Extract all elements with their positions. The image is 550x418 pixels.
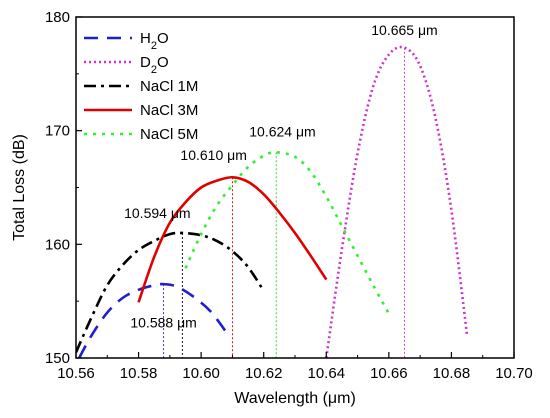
axis-ticks: 10.56 10.58 10.60 10.62 10.64 10.66 10.68 10.70… (45, 9, 533, 382)
y-tick-label: 180 (45, 9, 70, 26)
legend-label: NaCl 5M (140, 126, 198, 143)
peak-label: 10.624 μm (249, 123, 315, 139)
legend-label: H2O (140, 30, 169, 52)
x-tick-label: 10.66 (370, 365, 408, 382)
series-line-d2o (324, 45, 469, 358)
x-tick-label: 10.64 (308, 365, 346, 382)
plot-area (76, 45, 469, 358)
y-tick-label: 160 (45, 236, 70, 253)
x-tick-label: 10.70 (495, 365, 533, 382)
y-tick-label: 150 (45, 350, 70, 367)
peak-label: 10.594 μm (124, 205, 190, 221)
legend-label: NaCl 3M (140, 102, 198, 119)
x-axis-label: Wavelength (μm) (234, 390, 356, 407)
peak-label: 10.665 μm (371, 22, 437, 38)
x-tick-label: 10.68 (433, 365, 471, 382)
x-tick-label: 10.62 (245, 365, 283, 382)
legend-label: NaCl 1M (140, 78, 198, 95)
legend-label: D2O (140, 54, 169, 76)
y-axis-label: Total Loss (dB) (11, 134, 28, 241)
y-tick-label: 170 (45, 123, 70, 140)
series-line-nacl-5m (184, 150, 390, 315)
x-tick-label: 10.58 (120, 365, 158, 382)
series-line-nacl-1m (76, 231, 265, 353)
x-tick-label: 10.60 (182, 365, 220, 382)
series-line-nacl-3m (137, 175, 328, 303)
peak-label: 10.610 μm (180, 147, 246, 163)
x-tick-label: 10.56 (57, 365, 95, 382)
peak-label: 10.588 μm (130, 314, 196, 330)
